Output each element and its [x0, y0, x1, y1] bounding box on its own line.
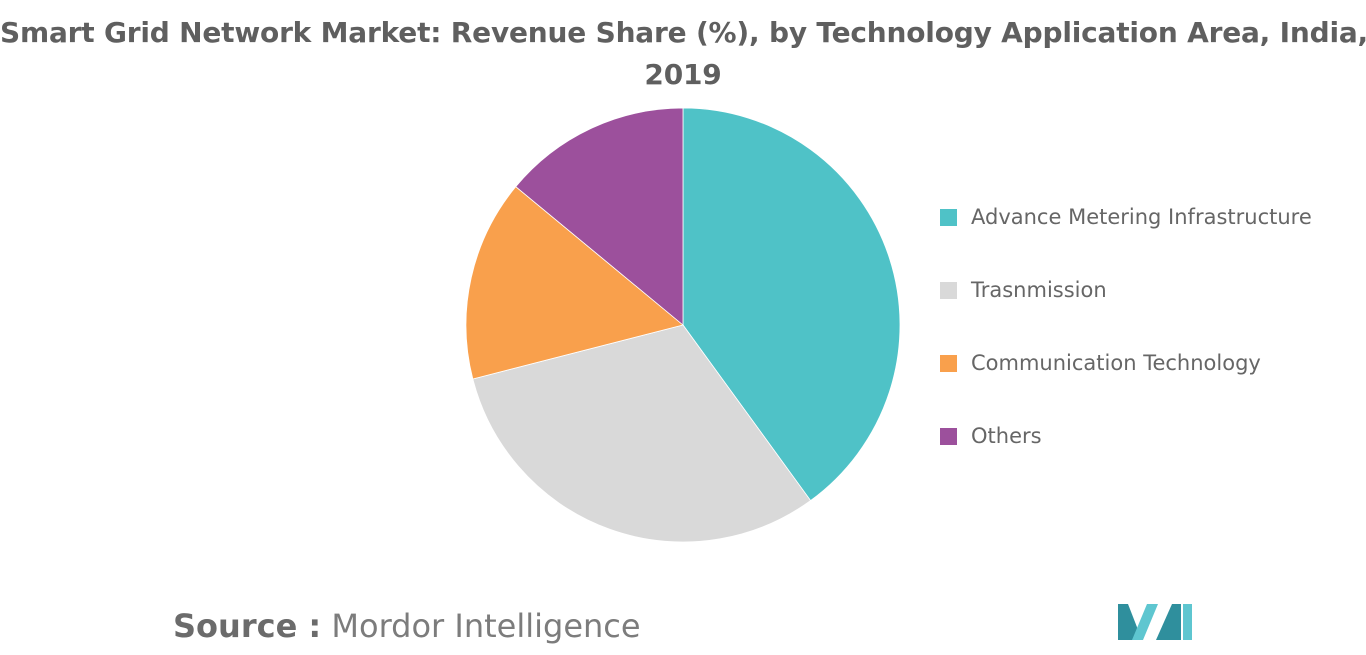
logo-right-bar	[1183, 604, 1192, 640]
pie-slice-transmission	[472, 324, 812, 543]
legend-label-others: Others	[971, 424, 1042, 448]
legend-label-transmission: Trasnmission	[971, 278, 1107, 302]
pie-slice-advance-metering	[682, 107, 901, 502]
legend-swatch-others	[940, 428, 957, 445]
logo-middle-stroke	[1132, 604, 1158, 640]
mordor-intelligence-logo	[1118, 604, 1192, 640]
legend-item-advance-metering: Advance Metering Infrastructure	[940, 200, 1350, 273]
chart-title-line-1: Smart Grid Network Market: Revenue Share…	[0, 16, 1366, 49]
source-credit: Source : Mordor Intelligence	[173, 604, 641, 648]
source-name: Mordor Intelligence	[331, 607, 641, 645]
legend-label-communication: Communication Technology	[971, 351, 1261, 375]
legend-item-communication: Communication Technology	[940, 346, 1350, 419]
source-prefix: Source :	[173, 607, 322, 645]
pie-slice-communication	[465, 186, 684, 380]
chart-legend: Advance Metering Infrastructure Trasnmis…	[940, 200, 1350, 492]
logo-right-stroke	[1156, 604, 1181, 640]
legend-swatch-transmission	[940, 282, 957, 299]
chart-title: Smart Grid Network Market: Revenue Share…	[0, 12, 1366, 96]
legend-item-others: Others	[940, 419, 1350, 492]
legend-label-advance-metering: Advance Metering Infrastructure	[971, 205, 1312, 229]
pie-slice-others	[515, 107, 684, 326]
legend-swatch-communication	[940, 355, 957, 372]
legend-item-transmission: Trasnmission	[940, 273, 1350, 346]
legend-swatch-advance-metering	[940, 209, 957, 226]
chart-title-line-2: 2019	[644, 58, 722, 91]
